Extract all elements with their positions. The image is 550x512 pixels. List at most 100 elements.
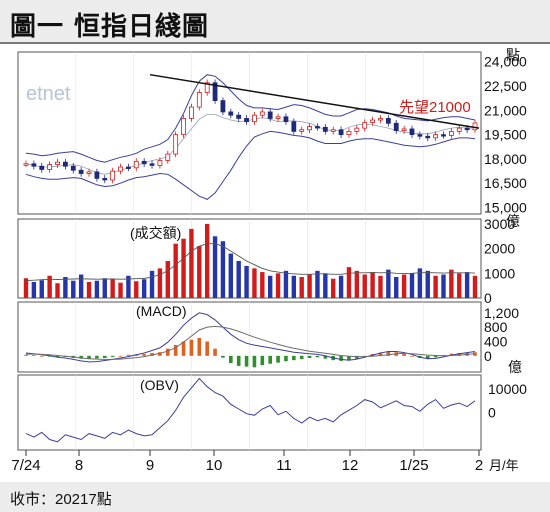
candle-body <box>393 122 399 131</box>
volume-bar <box>228 253 234 298</box>
candle-body <box>252 114 257 123</box>
volume-bar <box>346 267 352 298</box>
volume-bar <box>189 228 194 298</box>
volume-bar <box>362 274 367 298</box>
candle-body <box>330 129 336 132</box>
candle-body <box>204 82 210 93</box>
close-value-text: 收市：20217點 <box>10 491 112 508</box>
volume-bar <box>39 280 44 298</box>
candle-body <box>102 177 108 181</box>
volume-bar <box>181 238 186 298</box>
macd-histogram-bar <box>292 355 296 361</box>
x-axis-month-label: 7/24 <box>11 457 40 474</box>
candle-body <box>220 100 226 113</box>
volume-bar <box>102 278 107 298</box>
etnet-logo: etnet <box>26 83 71 105</box>
candle-body <box>299 129 305 132</box>
macd-histogram-bar <box>158 352 162 356</box>
candle-body <box>189 106 194 119</box>
candle-body <box>417 134 423 137</box>
candle-body <box>236 114 242 119</box>
candle-body <box>385 118 391 124</box>
volume-bar <box>449 269 454 298</box>
volume-bar <box>86 281 92 298</box>
candle-body <box>472 122 478 131</box>
macd-histogram-bar <box>205 341 209 356</box>
price-tick-label: 24,000 <box>484 54 527 70</box>
candle-body <box>315 126 320 129</box>
candle-body <box>94 171 100 179</box>
macd-histogram-bar <box>95 355 99 359</box>
macd-histogram-bar <box>386 351 391 356</box>
candle-body <box>456 127 462 132</box>
candle-body <box>267 111 273 119</box>
macd-tick-label: 400 <box>484 333 508 349</box>
x-axis-month-label: 8 <box>75 457 83 474</box>
candle-body <box>181 118 186 136</box>
volume-bar <box>394 277 399 298</box>
candle-body <box>346 130 352 136</box>
macd-dif-line <box>25 312 476 363</box>
candle-body <box>141 160 147 165</box>
macd-histogram-bar <box>197 337 202 356</box>
volume-bar <box>220 241 226 298</box>
macd-histogram-bar <box>118 355 123 357</box>
candle-body <box>126 166 131 169</box>
macd-histogram-bar <box>55 355 60 358</box>
macd-histogram-bar <box>323 355 328 359</box>
macd-histogram-bar <box>229 355 233 364</box>
volume-bar <box>457 273 462 298</box>
volume-bar <box>126 275 131 298</box>
macd-histogram-bar <box>410 355 414 357</box>
candle-body <box>118 166 123 172</box>
x-axis-month-label: 10 <box>206 457 223 474</box>
macd-histogram-bar <box>339 355 343 361</box>
macd-histogram-bar <box>110 355 115 357</box>
candle-body <box>275 116 281 119</box>
macd-histogram-bar <box>425 355 430 359</box>
volume-bar <box>236 260 241 298</box>
candle-body <box>149 163 155 166</box>
macd-histogram-bar <box>39 355 44 357</box>
volume-bar <box>275 273 281 298</box>
volume-bar <box>165 260 170 298</box>
macd-histogram-bar <box>402 353 406 356</box>
macd-histogram-bar <box>24 354 28 356</box>
volume-tick-label: 0 <box>484 290 492 306</box>
macd-histogram-bar <box>126 354 131 356</box>
candle-body <box>401 128 407 131</box>
x-axis-month-label: 2 <box>475 457 483 474</box>
volume-bar <box>283 270 289 298</box>
volume-bar <box>260 272 265 298</box>
volume-bar <box>71 280 76 298</box>
figure-title: 圖一 恒指日綫圖 <box>10 12 210 42</box>
macd-histogram-bar <box>102 355 107 358</box>
candle-body <box>78 169 84 174</box>
macd-panel-label: (MACD) <box>136 303 187 319</box>
volume-bar <box>472 275 478 298</box>
volume-tick-label: 1000 <box>484 265 515 281</box>
macd-histogram-bar <box>221 355 225 358</box>
candle-body <box>86 171 92 174</box>
obv-panel-label: (OBV) <box>140 377 179 393</box>
candle-body <box>196 92 202 108</box>
macd-tick-label: 1,200 <box>484 305 519 321</box>
volume-bar <box>386 269 391 298</box>
volume-bar <box>94 280 100 298</box>
price-tick-label: 22,500 <box>484 78 527 94</box>
candle-body <box>448 130 454 136</box>
volume-bar <box>78 274 84 298</box>
volume-bar <box>204 223 210 298</box>
volume-bar <box>141 279 147 298</box>
header-bar: 圖一 恒指日綫圖 <box>0 0 550 44</box>
candle-body <box>362 122 368 129</box>
macd-dea-line <box>26 325 476 360</box>
macd-tick-label: 800 <box>484 319 508 335</box>
candle-body <box>110 170 116 181</box>
volume-bar <box>55 283 60 298</box>
macd-histogram-bar <box>165 348 170 356</box>
macd-histogram-bar <box>142 354 146 356</box>
candle-body <box>55 161 60 165</box>
bollinger-middle-line <box>25 114 476 175</box>
